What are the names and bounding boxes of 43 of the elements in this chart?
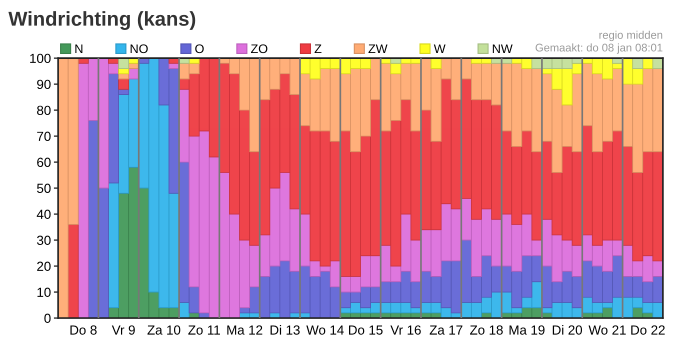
legend-label: N: [75, 44, 82, 54]
y-tick-label: 30: [36, 236, 51, 245]
bar: [118, 73, 130, 80]
x-tick-label: Do 15: [349, 325, 383, 335]
legend-label: O: [195, 44, 204, 54]
y-tick-label: 80: [37, 106, 51, 116]
x-tick-label: Di 20: [552, 325, 582, 335]
x-tick-label: Wo 14: [306, 325, 344, 335]
y-tick-label: 70: [37, 132, 51, 142]
y-tick-label: 10: [37, 288, 51, 297]
legend-label: NO: [130, 44, 148, 54]
y-tick-label: 100: [30, 54, 51, 64]
y-tick-label: 20: [37, 262, 51, 271]
y-tick-label: 90: [37, 80, 51, 90]
x-tick-label: Di 13: [270, 325, 300, 335]
x-tick-label: Wo 21: [588, 325, 626, 335]
legend-label: ZO: [250, 44, 268, 54]
x-tick-label: Vr 16: [390, 325, 421, 335]
chart-title: Windrichting (kans): [8, 11, 196, 30]
text: regio midden: [599, 30, 662, 42]
bar: [632, 58, 644, 69]
x-tick-label: Do 8: [70, 325, 97, 335]
y-tick-label: 50: [37, 184, 51, 194]
bar: [68, 224, 79, 318]
y-tick-label: 0: [44, 314, 51, 323]
x-tick-label: Ma 19: [510, 325, 545, 335]
bar: [118, 78, 130, 90]
legend-label: NW: [492, 44, 513, 54]
legend-label: Z: [314, 44, 322, 54]
y-tick-label: 40: [36, 210, 51, 220]
legend-label: ZW: [368, 44, 388, 54]
legend-label: W: [434, 44, 446, 54]
bar: [430, 58, 442, 69]
x-tick-label: Vr 9: [112, 325, 135, 335]
x-tick-label: Zo 18: [470, 325, 503, 335]
y-tick-label: 60: [37, 158, 51, 168]
x-tick-label: Zo 11: [188, 325, 220, 335]
x-tick-label: Do 22: [631, 325, 665, 335]
x-tick-label: Ma 12: [227, 325, 262, 335]
x-tick-label: Za 17: [430, 325, 462, 335]
text: Gemaakt: do 08 jan 08:01: [536, 43, 662, 54]
bar: [118, 58, 130, 69]
x-tick-label: Za 10: [147, 325, 180, 335]
